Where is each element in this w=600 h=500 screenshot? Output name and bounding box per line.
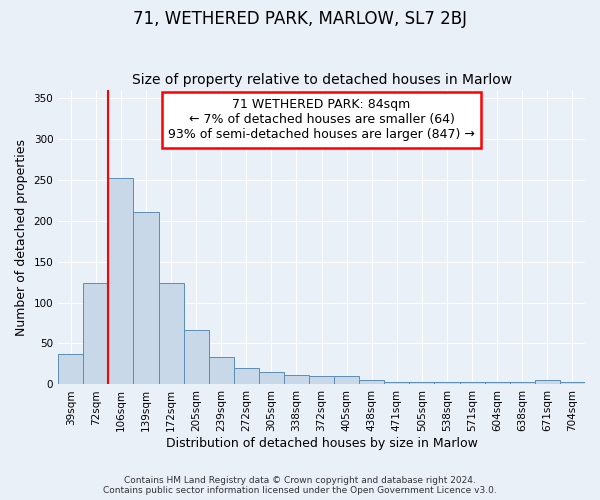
Title: Size of property relative to detached houses in Marlow: Size of property relative to detached ho…	[131, 73, 512, 87]
Y-axis label: Number of detached properties: Number of detached properties	[15, 138, 28, 336]
Text: Contains HM Land Registry data © Crown copyright and database right 2024.
Contai: Contains HM Land Registry data © Crown c…	[103, 476, 497, 495]
Bar	[58, 354, 83, 384]
Bar	[184, 330, 209, 384]
X-axis label: Distribution of detached houses by size in Marlow: Distribution of detached houses by size …	[166, 437, 478, 450]
Bar	[133, 212, 158, 384]
Bar	[234, 368, 259, 384]
Text: 71 WETHERED PARK: 84sqm
← 7% of detached houses are smaller (64)
93% of semi-det: 71 WETHERED PARK: 84sqm ← 7% of detached…	[168, 98, 475, 142]
Bar	[83, 283, 109, 384]
Bar	[560, 382, 585, 384]
Bar	[109, 178, 133, 384]
Bar	[385, 382, 409, 384]
Bar	[259, 372, 284, 384]
Bar	[209, 356, 234, 384]
Bar	[409, 382, 434, 384]
Bar	[485, 382, 510, 384]
Bar	[510, 382, 535, 384]
Bar	[334, 376, 359, 384]
Bar	[284, 376, 309, 384]
Bar	[535, 380, 560, 384]
Text: 71, WETHERED PARK, MARLOW, SL7 2BJ: 71, WETHERED PARK, MARLOW, SL7 2BJ	[133, 10, 467, 28]
Bar	[158, 283, 184, 384]
Bar	[359, 380, 385, 384]
Bar	[434, 382, 460, 384]
Bar	[309, 376, 334, 384]
Bar	[460, 382, 485, 384]
